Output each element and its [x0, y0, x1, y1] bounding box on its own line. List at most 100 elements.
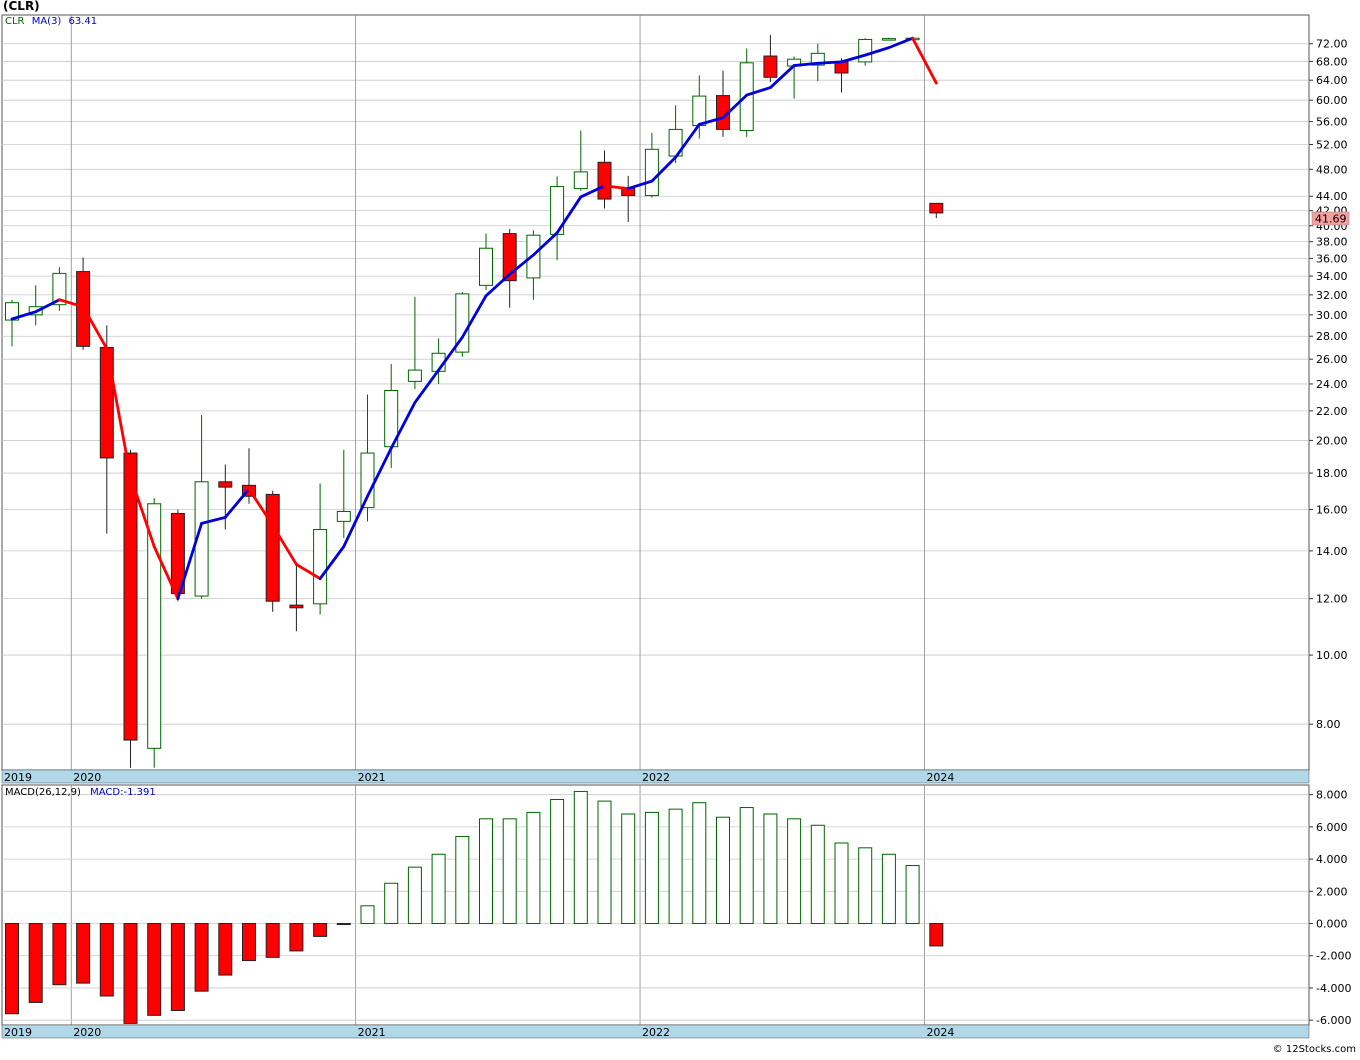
macd-tick-label: 6.000	[1316, 821, 1348, 834]
ma-segment	[603, 184, 630, 191]
macd-bar	[668, 808, 683, 925]
macd-bar	[573, 790, 588, 925]
price-tick-label: 36.00	[1316, 252, 1348, 265]
candle-body	[597, 161, 612, 200]
macd-date-axis	[1, 1024, 1310, 1039]
candle-body	[858, 38, 873, 63]
candle-body	[810, 52, 825, 66]
price-tick-label: 34.00	[1316, 270, 1348, 283]
ma-segment	[816, 60, 843, 65]
candle-body	[289, 604, 304, 609]
macd-bar	[123, 923, 138, 1024]
macd-bars	[5, 790, 944, 1024]
ma-segment	[34, 298, 61, 314]
ma-segment	[579, 184, 606, 199]
price-tick-label: 26.00	[1316, 353, 1348, 366]
macd-bar	[929, 923, 944, 947]
candle-body	[52, 272, 67, 306]
ma-segment	[223, 487, 251, 519]
ma-segment	[10, 310, 38, 321]
price-tick-label: 20.00	[1316, 434, 1348, 447]
price-tick-label: 72.00	[1316, 38, 1348, 51]
candle-body	[573, 171, 588, 190]
ma-segment	[840, 53, 867, 64]
legend-ma-label: MA(3)	[32, 16, 62, 27]
ma-segment	[294, 563, 322, 581]
last-price-value: 41.69	[1315, 213, 1347, 226]
macd-year-label: 2022	[642, 1026, 670, 1039]
macd-bar	[739, 807, 754, 925]
candle-body	[123, 452, 138, 741]
ma-segment	[200, 515, 227, 525]
macd-bar	[692, 802, 707, 925]
candle-body	[336, 510, 351, 522]
macd-year-label: 2021	[358, 1026, 386, 1039]
legend-symbol: CLR	[5, 16, 25, 27]
macd-bar	[313, 923, 328, 937]
price-tick-label: 52.00	[1316, 139, 1348, 152]
macd-bar	[147, 923, 162, 1016]
macd-bar	[834, 842, 849, 925]
ma-segment	[176, 521, 204, 601]
price-year-label: 2024	[926, 771, 954, 784]
candle-body	[170, 512, 185, 595]
ma-segment	[152, 545, 180, 601]
ma-segment	[769, 64, 796, 89]
macd-tick-label: -4.000	[1316, 982, 1351, 995]
macd-bar	[242, 923, 256, 962]
candle-body	[99, 346, 114, 459]
ma-segment	[81, 305, 109, 351]
macd-bar	[621, 813, 636, 925]
price-tick-label: 28.00	[1316, 330, 1348, 343]
legend-ma-value: 63.41	[69, 16, 98, 27]
site-credit: © 12Stocks.com	[1273, 1044, 1356, 1055]
ma-segment	[721, 93, 749, 120]
price-tick-label: 38.00	[1316, 236, 1348, 249]
macd-bar	[550, 798, 565, 925]
chart-title: (CLR)	[3, 0, 40, 13]
candle-body	[265, 493, 280, 602]
price-year-label: 2020	[73, 771, 101, 784]
macd-bar	[384, 882, 399, 925]
ma-segment	[484, 272, 512, 298]
macd-tick-label: 0.000	[1316, 918, 1348, 931]
macd-bar	[479, 818, 493, 925]
macd-bar	[597, 800, 612, 925]
candle-body	[407, 369, 422, 382]
candle-body	[313, 529, 328, 605]
price-tick-label: 60.00	[1316, 94, 1348, 107]
candle-body	[147, 503, 162, 749]
macd-tick-label: -6.000	[1316, 1014, 1351, 1027]
macd-legend-label: MACD(26,12,9)	[5, 787, 81, 798]
ma-segment	[863, 46, 891, 57]
macd-bar	[76, 923, 91, 984]
ma-segment	[508, 253, 535, 276]
ma-segment	[911, 36, 938, 85]
ma-segment	[792, 61, 820, 67]
price-year-label: 2019	[4, 771, 32, 784]
price-year-labels: 2019 2020 2021 2022 2024	[4, 771, 954, 784]
price-tick-label: 18.00	[1316, 467, 1348, 480]
ma-segment	[697, 116, 725, 126]
ma-segment	[626, 179, 654, 191]
macd-bar	[218, 923, 233, 976]
price-tick-label: 64.00	[1316, 74, 1348, 87]
macd-bar	[170, 923, 185, 1012]
macd-bar	[905, 865, 920, 925]
price-tick-label: 32.00	[1316, 289, 1348, 302]
candle-body	[194, 481, 209, 597]
price-tick-label: 30.00	[1316, 309, 1348, 322]
macd-axis: 8.000 6.000 4.000 2.000 0.000 -2.000 -4.000 -6.…	[1309, 789, 1351, 1027]
macd-year-label: 2024	[926, 1026, 954, 1039]
candle-body	[218, 481, 233, 488]
candle-body	[479, 247, 493, 286]
macd-tick-label: 8.000	[1316, 789, 1348, 802]
macd-bar	[455, 836, 470, 925]
candle-body	[834, 61, 849, 74]
ma-segment	[271, 524, 298, 566]
price-panel-frame	[1, 14, 1310, 771]
ma-segment	[105, 347, 132, 478]
macd-bar	[858, 847, 873, 925]
macd-bar	[407, 866, 422, 925]
